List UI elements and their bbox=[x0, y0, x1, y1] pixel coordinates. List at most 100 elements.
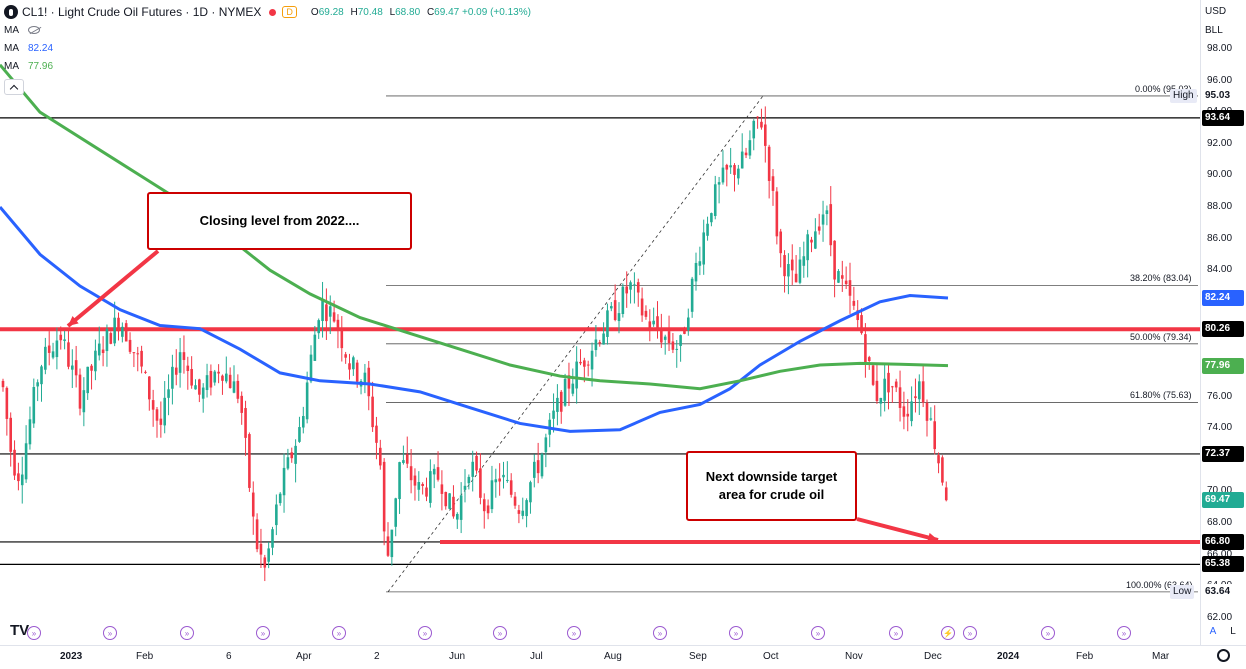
event-marker-icon[interactable]: » bbox=[963, 626, 977, 640]
arrow-to-2022-level-head bbox=[68, 315, 79, 326]
candle-body bbox=[740, 151, 744, 169]
candle-body bbox=[40, 366, 43, 385]
candle-body bbox=[255, 519, 259, 550]
ma-row-hidden[interactable]: MA bbox=[4, 21, 531, 39]
callout-downside-target[interactable]: Next downside target area for crude oil bbox=[686, 451, 857, 521]
candle-body bbox=[894, 381, 898, 388]
callout-closing-level-2022[interactable]: Closing level from 2022.... bbox=[147, 192, 412, 250]
event-marker-icon[interactable]: » bbox=[332, 626, 346, 640]
ma-row-green[interactable]: MA 77.96 bbox=[4, 57, 531, 75]
open-label: O bbox=[310, 6, 319, 18]
candle-body bbox=[20, 474, 24, 486]
candle-body bbox=[856, 310, 859, 321]
symbol-row[interactable]: CL1! · Light Crude Oil Futures · 1D · NY… bbox=[4, 3, 531, 21]
chart-area[interactable]: CL1! · Light Crude Oil Futures · 1D · NY… bbox=[0, 0, 1200, 645]
candle-body bbox=[779, 231, 782, 254]
time-label: Sep bbox=[689, 651, 707, 662]
time-label: 2023 bbox=[60, 651, 83, 662]
candle-body bbox=[798, 259, 802, 283]
candle-body bbox=[251, 492, 255, 517]
candle-body bbox=[583, 360, 586, 367]
settings-gear-icon[interactable] bbox=[1217, 649, 1230, 662]
candle-body bbox=[452, 496, 455, 517]
candle-body bbox=[409, 466, 413, 481]
event-marker-icon[interactable]: » bbox=[256, 626, 270, 640]
candle-body bbox=[151, 400, 155, 410]
time-label: Oct bbox=[763, 651, 779, 662]
event-marker-icon[interactable]: » bbox=[103, 626, 117, 640]
candle-body bbox=[844, 280, 848, 285]
candle-body bbox=[571, 383, 575, 394]
candle-body bbox=[902, 406, 906, 417]
delayed-badge: D bbox=[282, 6, 297, 18]
time-label: Dec bbox=[924, 651, 942, 662]
ma-row-blue[interactable]: MA 82.24 bbox=[4, 39, 531, 57]
candle-body bbox=[379, 447, 382, 466]
event-marker-icon[interactable]: » bbox=[418, 626, 432, 640]
candle-body bbox=[783, 255, 786, 277]
candle-body bbox=[47, 345, 51, 353]
event-marker-icon[interactable]: » bbox=[180, 626, 194, 640]
candle-body bbox=[63, 339, 66, 341]
candle-body bbox=[852, 300, 856, 306]
symbol-title[interactable]: CL1! · Light Crude Oil Futures · 1D · NY… bbox=[22, 5, 262, 19]
event-marker-icon[interactable]: » bbox=[567, 626, 581, 640]
candle-body bbox=[86, 366, 89, 394]
event-marker-icon[interactable]: » bbox=[493, 626, 507, 640]
candle-body bbox=[178, 352, 182, 373]
candle-body bbox=[225, 373, 228, 382]
auto-scale-button[interactable]: A bbox=[1209, 626, 1217, 637]
price-tag: 72.37 bbox=[1202, 445, 1244, 462]
fib-label: 61.80% (75.63) bbox=[1130, 390, 1192, 401]
candle-body bbox=[556, 397, 559, 412]
event-marker-icon[interactable]: » bbox=[729, 626, 743, 640]
event-marker-icon[interactable]: » bbox=[653, 626, 667, 640]
candle-body bbox=[529, 482, 532, 503]
event-marker-icon[interactable]: ⚡ bbox=[941, 626, 955, 640]
event-marker-icon[interactable]: » bbox=[1117, 626, 1131, 640]
event-marker-icon[interactable]: » bbox=[811, 626, 825, 640]
candle-body bbox=[656, 316, 659, 331]
price-tick: 66.00 bbox=[1207, 548, 1233, 560]
event-marker-icon[interactable]: » bbox=[27, 626, 41, 640]
candle-body bbox=[598, 342, 602, 344]
ma-green-line bbox=[0, 63, 949, 391]
price-axis[interactable]: USD BLL 98.0096.0094.0092.0090.0088.0086… bbox=[1200, 0, 1246, 645]
candle-body bbox=[517, 510, 521, 514]
currency-label[interactable]: USD bbox=[1205, 6, 1227, 17]
log-scale-button[interactable]: L bbox=[1230, 626, 1236, 637]
candle-body bbox=[440, 484, 444, 494]
candle-body bbox=[236, 380, 240, 399]
event-marker-icon[interactable]: » bbox=[889, 626, 903, 640]
candle-body bbox=[413, 475, 417, 486]
candle-body bbox=[32, 387, 36, 424]
candle-body bbox=[648, 321, 652, 328]
callout-text: Closing level from 2022.... bbox=[199, 213, 360, 228]
candle-body bbox=[198, 379, 201, 395]
candle-body bbox=[271, 529, 274, 548]
candle-body bbox=[221, 375, 224, 381]
tradingview-logo[interactable]: TV bbox=[10, 622, 30, 639]
callout-text: Next downside target area for crude oil bbox=[706, 468, 837, 504]
candle-body bbox=[937, 455, 940, 464]
unit-label[interactable]: BLL bbox=[1205, 25, 1223, 36]
candle-body bbox=[690, 278, 694, 312]
candle-body bbox=[486, 505, 490, 514]
price-tick: 92.00 bbox=[1207, 137, 1233, 149]
candle-body bbox=[929, 418, 933, 420]
candle-body bbox=[475, 455, 478, 471]
candle-body bbox=[629, 282, 632, 290]
candle-body bbox=[525, 500, 528, 517]
price-tick: 90.00 bbox=[1207, 169, 1233, 181]
eye-crossed-icon[interactable] bbox=[28, 26, 40, 34]
candle-body bbox=[117, 317, 120, 332]
candle-body bbox=[267, 548, 270, 562]
candle-body bbox=[471, 461, 474, 477]
candle-body bbox=[282, 467, 286, 496]
candle-body bbox=[444, 491, 448, 507]
candle-body bbox=[837, 271, 840, 283]
time-axis[interactable]: 2023 Feb 6 Apr 2 Jun Jul Aug Sep Oct Nov Dec 2024 Feb… bbox=[0, 645, 1246, 669]
price-chart[interactable] bbox=[0, 0, 1200, 645]
collapse-legend-button[interactable] bbox=[4, 79, 24, 95]
event-marker-icon[interactable]: » bbox=[1041, 626, 1055, 640]
